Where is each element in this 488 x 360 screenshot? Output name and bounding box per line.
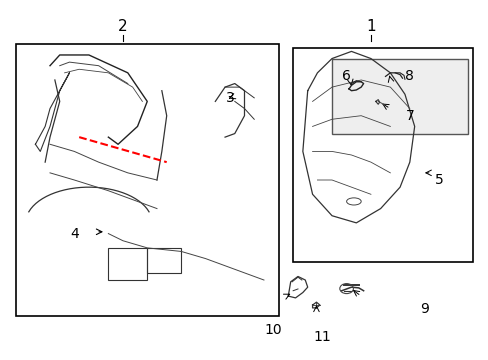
Bar (292, 48, 472, 262)
Text: 6: 6 (342, 69, 350, 84)
Text: 1: 1 (366, 19, 375, 34)
Bar (331, 59, 467, 134)
Text: 10: 10 (264, 323, 282, 337)
Bar (147, 248, 181, 273)
Text: 3: 3 (225, 91, 234, 105)
Text: 7: 7 (405, 109, 413, 123)
Text: 2: 2 (118, 19, 127, 34)
Bar (16, 44, 278, 316)
Text: 11: 11 (313, 330, 330, 344)
Text: 9: 9 (419, 302, 428, 316)
Bar (108, 248, 147, 280)
Text: 4: 4 (70, 226, 79, 240)
Text: 8: 8 (405, 69, 413, 84)
Text: 5: 5 (434, 173, 443, 187)
